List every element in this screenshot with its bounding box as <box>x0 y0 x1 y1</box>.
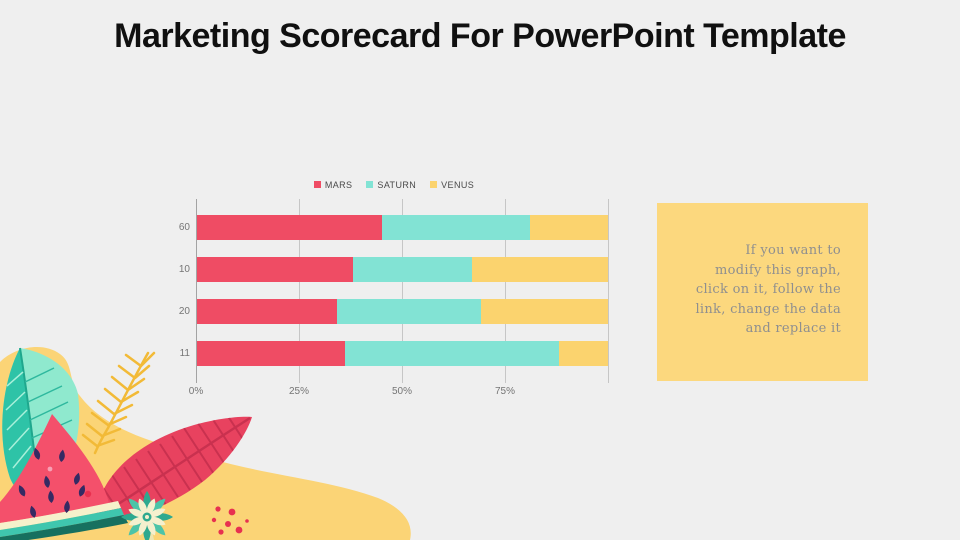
note-line: and replace it <box>745 321 841 336</box>
red-dots-icon <box>211 506 249 535</box>
chart-legend: MARS SATURN VENUS <box>170 179 618 190</box>
bar-segment-saturn[interactable] <box>336 299 481 324</box>
legend-item: MARS <box>313 179 353 190</box>
stacked-bar-chart[interactable]: MARS SATURN VENUS 60 10 20 11 0% 25% 50% 75% <box>170 179 618 397</box>
note-line: If you want to <box>745 243 841 258</box>
bar-segment-venus[interactable] <box>558 341 608 366</box>
category-label: 10 <box>178 264 190 275</box>
category-label: 60 <box>178 222 190 233</box>
bar-segment-mars[interactable] <box>197 215 382 240</box>
x-axis-tick-label: 75% <box>494 386 516 397</box>
bar-segment-saturn[interactable] <box>344 341 559 366</box>
legend-label: MARS <box>324 179 353 190</box>
bar-segment-venus[interactable] <box>529 215 608 240</box>
watermelon-slice-icon <box>0 414 128 540</box>
bar-row[interactable] <box>197 299 608 324</box>
legend-item: SATURN <box>366 180 416 190</box>
x-axis-tick-label: 25% <box>288 386 310 397</box>
legend-swatch-icon <box>366 181 374 188</box>
gridline <box>299 199 300 383</box>
flower-icon <box>121 491 173 540</box>
bar-row[interactable] <box>197 215 608 240</box>
fern-frond-icon <box>81 351 156 455</box>
x-axis-tick-label: 0% <box>188 386 204 397</box>
bar-segment-venus[interactable] <box>472 257 608 282</box>
note-box: If you want to modify this graph, click … <box>657 203 868 381</box>
gridline <box>402 199 403 383</box>
page-title: Marketing Scorecard For PowerPoint Templ… <box>114 17 846 55</box>
legend-item: VENUS <box>430 180 474 190</box>
legend-label: VENUS <box>441 179 475 190</box>
tropical-watermelon-illustration <box>0 347 411 540</box>
bar-segment-mars[interactable] <box>197 257 354 282</box>
legend-label: SATURN <box>377 179 417 190</box>
gridline <box>608 199 609 383</box>
bar-segment-venus[interactable] <box>480 299 608 324</box>
bar-row[interactable] <box>197 341 608 366</box>
legend-swatch-icon <box>430 181 438 188</box>
bar-segment-saturn[interactable] <box>381 215 530 240</box>
gridline <box>505 199 506 383</box>
chart-plot[interactable]: 60 10 20 11 0% 25% 50% 75% <box>179 199 609 397</box>
bar-segment-mars[interactable] <box>197 341 345 366</box>
category-label: 20 <box>178 306 190 317</box>
bar-row[interactable] <box>197 257 608 282</box>
note-line: link, change the data <box>695 301 841 317</box>
bar-segment-mars[interactable] <box>197 299 337 324</box>
y-axis-line <box>196 199 197 383</box>
note-text: If you want to modify this graph, click … <box>676 241 841 339</box>
x-axis-tick-label: 50% <box>391 386 413 397</box>
note-line: click on it, follow the <box>695 282 841 297</box>
legend-swatch-icon <box>313 181 321 188</box>
note-line: modify this graph, <box>715 262 841 278</box>
category-label: 11 <box>179 348 190 359</box>
bar-segment-saturn[interactable] <box>353 257 473 282</box>
